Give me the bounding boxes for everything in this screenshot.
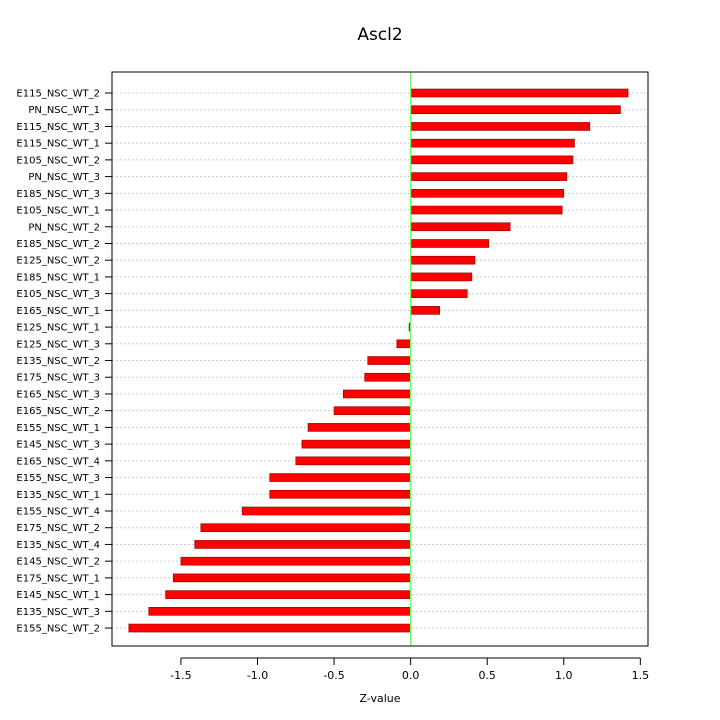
category-label: E145_NSC_WT_2 (16, 557, 100, 568)
category-label: E165_NSC_WT_4 (16, 456, 100, 467)
bar-e105-nsc-wt-3 (410, 289, 468, 298)
category-label: PN_NSC_WT_2 (28, 222, 100, 233)
bar-layer (128, 88, 629, 633)
bar-e165-nsc-wt-4 (295, 456, 411, 466)
bar-e125-nsc-wt-2 (410, 255, 476, 265)
bar-e165-nsc-wt-2 (333, 406, 411, 415)
bar-e185-nsc-wt-3 (410, 189, 565, 198)
category-label: E115_NSC_WT_3 (16, 122, 100, 133)
category-label: E165_NSC_WT_2 (16, 406, 100, 417)
category-label: E135_NSC_WT_4 (16, 540, 100, 551)
category-label: E135_NSC_WT_2 (16, 356, 100, 367)
bar-pn-nsc-wt-2 (410, 222, 511, 232)
x-axis: -1.5 -1.0 -0.5 0.0 0.5 1.0 1.5 (170, 657, 650, 682)
bar-e115-nsc-wt-1 (410, 138, 575, 148)
bar-e185-nsc-wt-1 (410, 272, 473, 282)
x-tick-label: 0.0 (402, 669, 420, 682)
chart-title: Ascl2 (357, 25, 402, 45)
x-axis-title: Z-value (359, 692, 400, 705)
bar-e135-nsc-wt-3 (148, 607, 411, 616)
bar-e135-nsc-wt-2 (367, 356, 411, 365)
plot-frame (111, 71, 649, 647)
bar-pn-nsc-wt-1 (410, 105, 621, 115)
bar-e155-nsc-wt-3 (269, 473, 411, 482)
category-label: E145_NSC_WT_1 (16, 590, 100, 601)
bar-e175-nsc-wt-2 (200, 523, 411, 533)
x-tick-label: 1.5 (632, 669, 650, 682)
category-label: E155_NSC_WT_3 (16, 473, 100, 484)
bar-e135-nsc-wt-1 (269, 489, 411, 499)
bar-e175-nsc-wt-1 (172, 573, 411, 583)
category-label: E185_NSC_WT_3 (16, 189, 100, 200)
x-tick-label: -0.5 (323, 669, 344, 682)
bar-e115-nsc-wt-3 (410, 122, 591, 131)
category-label: E115_NSC_WT_2 (16, 89, 100, 100)
x-tick-label: -1.5 (170, 669, 191, 682)
bar-e105-nsc-wt-2 (410, 155, 574, 165)
category-label: E105_NSC_WT_2 (16, 155, 100, 166)
category-label: E145_NSC_WT_3 (16, 440, 100, 451)
x-tick-label: 1.0 (555, 669, 573, 682)
category-label: E175_NSC_WT_1 (16, 573, 100, 584)
bar-e135-nsc-wt-4 (194, 540, 411, 549)
category-label: E185_NSC_WT_2 (16, 239, 100, 250)
category-label: E155_NSC_WT_1 (16, 423, 100, 434)
bar-e145-nsc-wt-1 (165, 590, 411, 599)
bar-e155-nsc-wt-4 (241, 506, 411, 516)
bar-e165-nsc-wt-3 (342, 389, 411, 399)
bar-e145-nsc-wt-3 (301, 439, 411, 449)
category-label: E105_NSC_WT_1 (16, 206, 100, 217)
category-label: E135_NSC_WT_1 (16, 490, 100, 501)
bar-e145-nsc-wt-2 (180, 556, 411, 566)
category-label: E125_NSC_WT_1 (16, 323, 100, 334)
bar-e175-nsc-wt-3 (364, 372, 411, 382)
category-label: E165_NSC_WT_3 (16, 389, 100, 400)
category-label: E155_NSC_WT_2 (16, 624, 100, 635)
category-label: E105_NSC_WT_3 (16, 289, 100, 300)
bar-e185-nsc-wt-2 (410, 239, 490, 248)
category-label: E125_NSC_WT_2 (16, 256, 100, 267)
y-axis-labels: E115_NSC_WT_2 PN_NSC_WT_1 E115_NSC_WT_3 E11… (16, 89, 112, 635)
category-label: PN_NSC_WT_1 (28, 105, 100, 116)
category-label: PN_NSC_WT_3 (28, 172, 100, 183)
bar-pn-nsc-wt-3 (410, 172, 568, 181)
bar-e165-nsc-wt-1 (410, 306, 441, 315)
bar-e155-nsc-wt-1 (307, 423, 411, 432)
x-tick-label: 0.5 (478, 669, 496, 682)
bar-e105-nsc-wt-1 (410, 205, 563, 215)
x-tick-label: -1.0 (247, 669, 268, 682)
category-label: E135_NSC_WT_3 (16, 607, 100, 618)
category-label: E175_NSC_WT_3 (16, 373, 100, 384)
bar-e155-nsc-wt-2 (128, 623, 411, 633)
category-label: E125_NSC_WT_3 (16, 339, 100, 350)
bar-e125-nsc-wt-3 (396, 339, 411, 349)
bar-e115-nsc-wt-2 (410, 88, 629, 98)
category-label: E115_NSC_WT_1 (16, 139, 100, 150)
category-label: E185_NSC_WT_1 (16, 272, 100, 283)
category-label: E165_NSC_WT_1 (16, 306, 100, 317)
category-label: E175_NSC_WT_2 (16, 523, 100, 534)
category-label: E155_NSC_WT_4 (16, 507, 100, 518)
